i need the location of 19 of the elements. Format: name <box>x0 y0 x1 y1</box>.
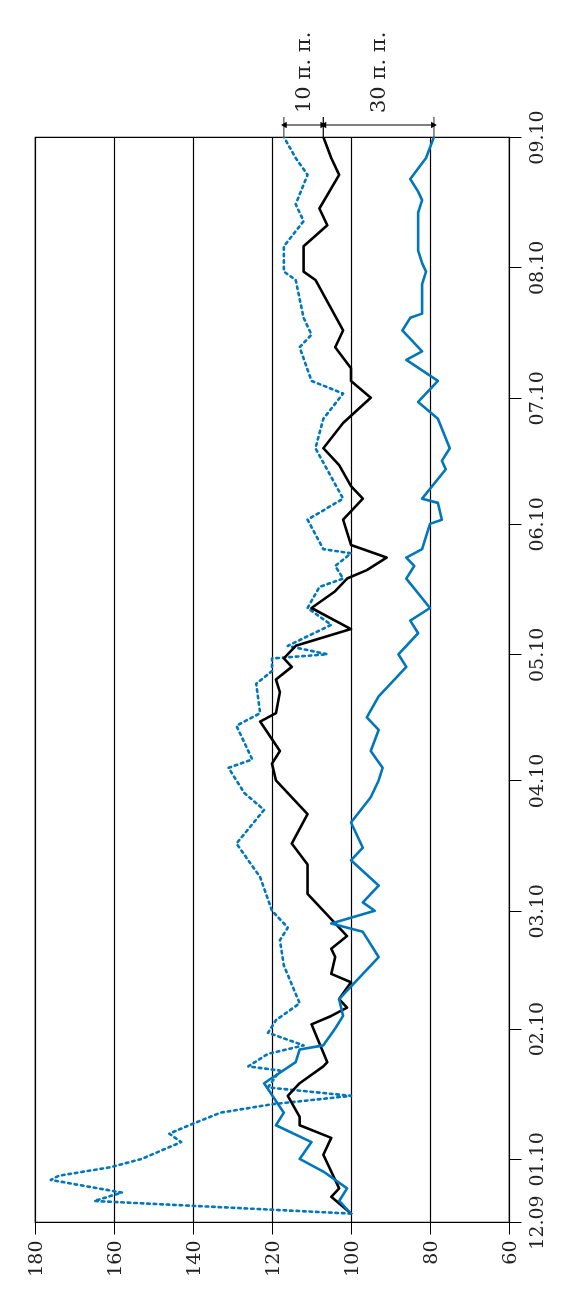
x-tick-label: 120 <box>260 1240 283 1277</box>
x-tick-label: 100 <box>339 1240 362 1277</box>
x-tick-label: 140 <box>181 1240 204 1277</box>
y-tick-label: 08.10 <box>524 240 547 296</box>
x-tick-label: 80 <box>418 1240 441 1265</box>
y-tick-label: 09.10 <box>524 110 547 165</box>
y-tick-label: 02.10 <box>524 1001 547 1057</box>
y-tick-label: 04.10 <box>524 753 547 809</box>
x-tick-label: 180 <box>23 1240 46 1277</box>
x-tick-label: 160 <box>102 1240 125 1277</box>
y-tick-label: 12.09 <box>524 1195 547 1250</box>
y-tick-label: 07.10 <box>524 371 547 426</box>
text: 30 п. п. <box>365 31 390 113</box>
text: 10 п. п. <box>290 31 315 113</box>
y-tick-label: 01.10 <box>524 1132 547 1187</box>
y-tick-label: 06.10 <box>524 497 547 552</box>
y-tick-label: 05.10 <box>524 627 547 682</box>
y-tick-label: 03.10 <box>524 884 547 939</box>
x-tick-label: 60 <box>497 1240 520 1265</box>
